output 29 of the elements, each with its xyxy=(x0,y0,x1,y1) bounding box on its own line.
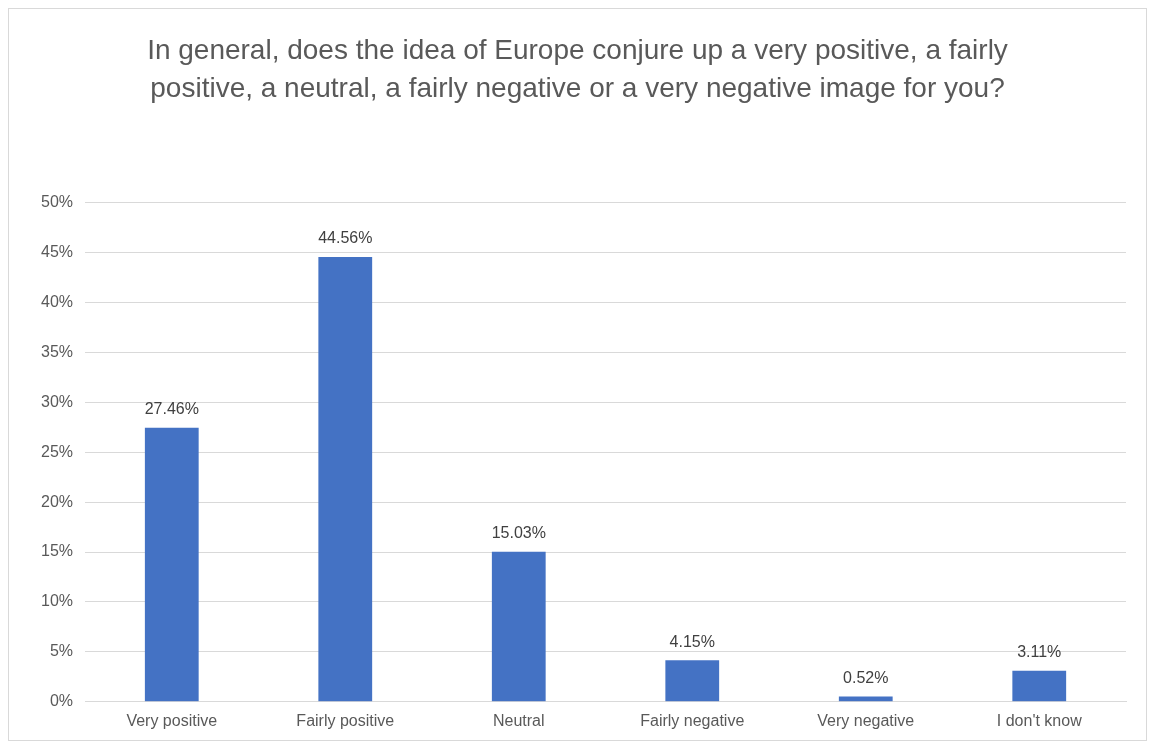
data-label: 4.15% xyxy=(669,632,715,650)
data-label: 3.11% xyxy=(1017,643,1062,661)
x-tick-label: Neutral xyxy=(492,711,545,729)
bar xyxy=(491,551,546,702)
data-label: 27.46% xyxy=(144,400,199,418)
x-tick-label: Fairly negative xyxy=(640,711,745,729)
bar xyxy=(318,256,373,702)
y-tick-label: 0% xyxy=(49,692,74,710)
y-tick-label: 5% xyxy=(49,642,74,660)
bar xyxy=(665,660,720,702)
data-label: 0.52% xyxy=(843,669,889,687)
x-tick-label: Very positive xyxy=(126,711,218,729)
y-tick-label: 40% xyxy=(40,292,74,310)
bar xyxy=(144,427,199,702)
y-tick-label: 35% xyxy=(40,342,74,360)
chart-title: In general, does the idea of Europe conjure up a very positive, a fairly positive, a neutral, a fairly negative or a very negative image for you? xyxy=(146,33,1009,105)
y-tick-label: 15% xyxy=(40,542,74,560)
y-tick-label: 20% xyxy=(40,492,74,510)
data-label: 44.56% xyxy=(318,229,373,247)
bar xyxy=(1012,670,1067,702)
x-tick-label: I don't know xyxy=(996,711,1083,729)
x-tick-label: Very negative xyxy=(817,711,915,729)
y-tick-label: 45% xyxy=(40,242,74,260)
y-tick-label: 50% xyxy=(40,193,74,211)
y-tick-label: 30% xyxy=(40,392,74,410)
x-tick-label: Fairly positive xyxy=(296,711,395,729)
data-label: 15.03% xyxy=(491,524,546,542)
y-tick-label: 10% xyxy=(40,592,74,610)
y-tick-label: 25% xyxy=(40,442,74,460)
